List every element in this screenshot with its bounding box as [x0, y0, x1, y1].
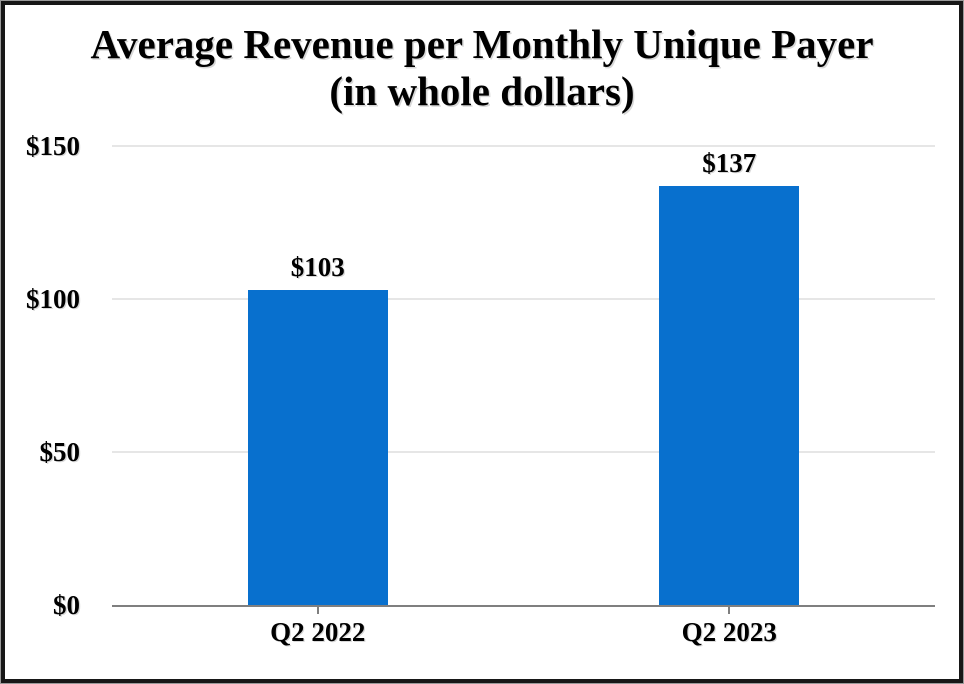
gridline-50 — [112, 451, 935, 453]
x-axis-tick — [316, 605, 319, 614]
chart-title: Average Revenue per Monthly Unique Payer… — [5, 21, 959, 115]
x-category-label: Q2 2022 — [270, 617, 366, 647]
y-axis-tick-label: $50 — [39, 437, 81, 467]
plot-area: $0 $50 $100 $150 $103 Q2 2022 $137 Q2 2023 — [26, 131, 935, 647]
bar-value-label: $103 — [290, 251, 345, 282]
bar-q2-2022 — [247, 289, 388, 605]
gridline-150 — [112, 145, 935, 147]
gridline-100 — [112, 298, 935, 300]
y-axis-tick-label: $0 — [53, 590, 80, 620]
bar-q2-2023 — [659, 185, 800, 605]
chart-title-line1: Average Revenue per Monthly Unique Payer — [90, 21, 874, 67]
y-axis-tick-label: $100 — [26, 284, 80, 314]
y-axis-tick-label: $150 — [26, 131, 80, 161]
x-axis-tick — [728, 605, 731, 614]
x-category-label: Q2 2023 — [681, 617, 777, 647]
bar-value-label: $137 — [702, 147, 757, 178]
chart-title-line2: (in whole dollars) — [329, 68, 635, 114]
x-axis-line — [112, 605, 935, 607]
